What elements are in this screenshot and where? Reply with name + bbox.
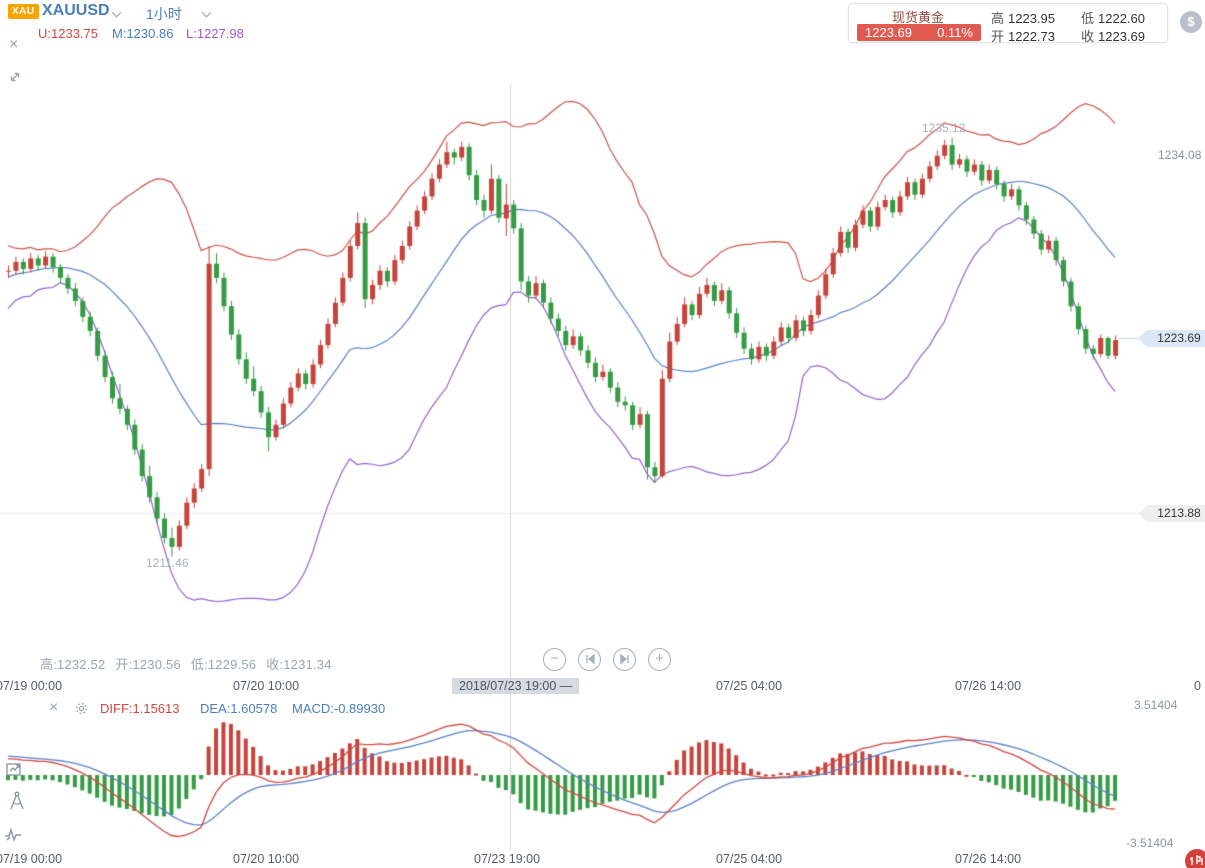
close-indicator-icon[interactable]: × [9,36,19,53]
zoom-in-button[interactable]: + [648,648,671,671]
close-macd-icon[interactable]: × [49,699,59,716]
boll-middle-value: M:1230.86 [112,26,174,41]
day-close: 收 1223.69 [1081,29,1146,44]
x-axis-label: 07/26 14:00 [955,679,1022,693]
macd-axis-max: 3.51404 [1134,698,1178,712]
boll-lower-value: L:1227.98 [186,26,244,41]
x-axis-label: 07/20 10:00 [233,852,300,866]
day-open: 开 1222.73 [991,29,1056,44]
quote-panel: 现货黄金 1223.69 0.11% 高 1223.95 低 1222.60 开 12… [848,3,1168,44]
x-axis-label: 07/19 00:00 [0,852,63,866]
waveform-tool-icon[interactable] [4,826,26,844]
last-price: 1223.69 [865,25,912,40]
boll-upper-value: U:1233.75 [38,26,98,41]
x-axis-label: 07/20 10:00 [233,679,300,693]
hover-ohlc-readout: 高:1232.52 开:1230.56 低:1229.56 收:1231.34 [40,654,342,673]
macd-axis-min: -3.51404 [1126,836,1174,850]
hover-high: 高:1232.52 [40,657,106,672]
skip-to-start-button[interactable] [578,648,601,671]
hover-open: 开:1230.56 [115,657,181,672]
change-percent: 0.11% [937,25,973,40]
hover-low: 低:1229.56 [190,657,257,672]
resize-panel-icon[interactable] [8,70,22,84]
hover-close: 收:1231.34 [266,657,332,672]
x-axis-label: 07/26 14:00 [955,852,1022,866]
macd-value: MACD:-0.89930 [292,701,386,716]
x-axis-label: 07/19 00:00 [0,679,63,693]
x-axis-label-truncated: 0 [1194,679,1201,693]
price-axis-label: 1234.08 [1158,148,1202,162]
macd-diff-value: DIFF:1.15613 [100,701,180,716]
symbol-logo-badge: XAU [8,4,39,19]
macd-dea-value: DEA:1.60578 [200,701,278,716]
instrument-name: 现货黄金 [891,10,944,25]
compass-tool-icon[interactable] [7,790,27,812]
gear-icon[interactable] [74,701,89,716]
low-price-annotation: 1211.46 [146,556,189,570]
skip-to-end-button[interactable] [613,648,636,671]
current-price-tag: 1223.69 [1138,330,1205,347]
timeframe-select[interactable]: 1小时 [146,6,182,22]
x-axis-label: 07/23 19:00 [474,852,541,866]
currency-dollar-icon[interactable]: $ [1180,11,1202,33]
crosshair-date-tag: 2018/07/23 19:00 — [452,678,580,694]
x-axis-label: 07/25 04:00 [716,679,783,693]
day-low: 低 1222.60 [1081,11,1146,26]
x-axis-label: 07/25 04:00 [716,852,783,866]
chart-pattern-tool-icon[interactable] [5,757,25,777]
platform-logo-badge[interactable] [1185,849,1205,868]
symbol-select[interactable]: XAUUSD [42,2,110,19]
last-price-badge: 1223.69 0.11% [857,24,981,41]
peak-price-annotation: 1235.12 [922,121,966,135]
crosshair-price-tag: 1213.88 [1138,505,1205,522]
zoom-out-button[interactable]: − [543,648,566,671]
day-high: 高 1223.95 [991,11,1056,26]
